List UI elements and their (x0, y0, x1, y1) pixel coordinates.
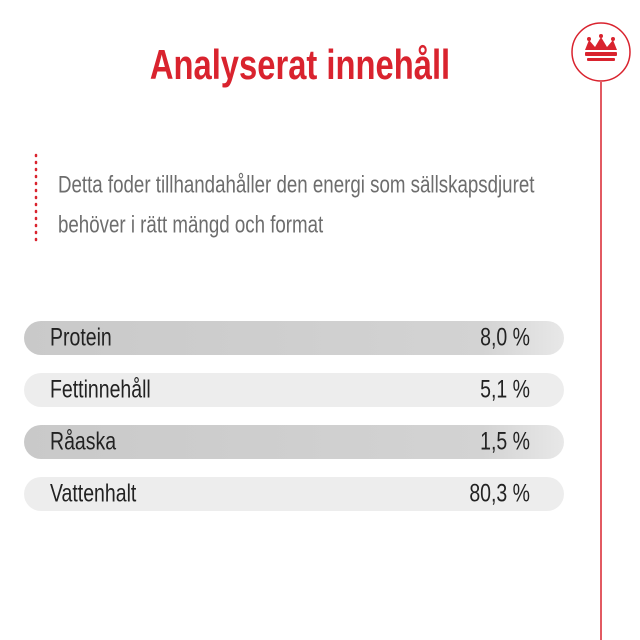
title: Analyserat innehåll (150, 41, 450, 88)
row-value: 5,1 % (480, 375, 530, 403)
table-row (24, 477, 564, 511)
description-line: behöver i rätt mängd och format (58, 211, 323, 238)
row-label: Råaska (50, 427, 117, 455)
description-line: Detta foder tillhandahåller den energi s… (58, 171, 534, 198)
table-row (24, 373, 564, 407)
table-row (24, 321, 564, 355)
row-value: 8,0 % (480, 323, 530, 351)
row-value: 1,5 % (480, 427, 530, 455)
row-value: 80,3 % (469, 479, 530, 507)
row-label: Fettinnehåll (50, 375, 151, 403)
row-label: Vattenhalt (50, 479, 137, 507)
row-label: Protein (50, 323, 112, 351)
table-row (24, 425, 564, 459)
crown-logo (585, 34, 617, 61)
